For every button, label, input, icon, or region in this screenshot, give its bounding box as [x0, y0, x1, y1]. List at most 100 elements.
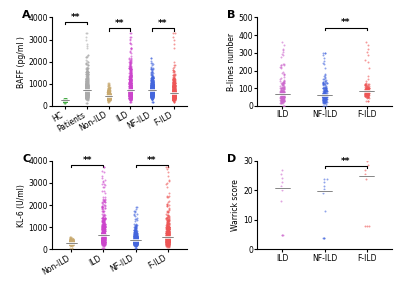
Point — [61, 98, 68, 103]
Point — [127, 65, 134, 70]
Point — [278, 96, 284, 100]
Point — [170, 93, 176, 97]
Point — [62, 97, 68, 102]
Point — [128, 93, 134, 98]
Point — [106, 95, 112, 100]
Point — [150, 76, 156, 80]
Point — [102, 206, 108, 211]
Point — [63, 98, 69, 103]
Point — [133, 236, 140, 240]
Point — [134, 240, 140, 245]
Point — [171, 92, 178, 96]
Point — [63, 98, 69, 103]
Point — [106, 92, 112, 97]
Point — [84, 74, 90, 79]
Point — [61, 98, 67, 102]
Point — [62, 98, 69, 103]
Point — [105, 93, 111, 98]
Point — [62, 98, 68, 103]
Point — [62, 98, 69, 103]
Point — [128, 94, 134, 98]
Point — [61, 98, 67, 102]
Point — [61, 98, 68, 103]
Point — [62, 98, 68, 102]
Point — [128, 95, 134, 100]
Point — [127, 91, 133, 95]
Point — [62, 98, 68, 103]
Point — [170, 85, 176, 89]
Point — [62, 98, 69, 103]
Point — [61, 98, 68, 102]
Point — [128, 90, 134, 95]
Point — [163, 236, 169, 240]
Point — [364, 89, 370, 93]
Point — [148, 88, 155, 92]
Point — [62, 98, 68, 102]
Point — [127, 83, 133, 87]
Point — [62, 98, 69, 103]
Point — [320, 176, 327, 181]
Point — [364, 224, 370, 228]
Point — [62, 98, 68, 102]
Point — [364, 92, 371, 97]
Point — [63, 98, 69, 103]
Point — [166, 213, 172, 218]
Point — [61, 98, 68, 103]
Point — [61, 98, 68, 103]
Point — [106, 97, 112, 102]
Point — [149, 89, 155, 93]
Point — [61, 98, 67, 102]
Point — [62, 98, 69, 103]
Point — [128, 95, 134, 99]
Point — [84, 89, 91, 94]
Point — [101, 223, 107, 227]
Point — [84, 92, 91, 96]
Point — [320, 82, 326, 86]
Point — [170, 93, 176, 97]
Text: **: ** — [158, 19, 168, 28]
Point — [61, 97, 68, 102]
Point — [63, 98, 69, 102]
Point — [131, 236, 137, 240]
Point — [148, 85, 155, 90]
Point — [323, 92, 330, 96]
Point — [164, 234, 170, 238]
Point — [62, 98, 68, 102]
Point — [63, 98, 69, 102]
Point — [148, 87, 155, 92]
Point — [150, 92, 156, 97]
Point — [131, 235, 137, 240]
Point — [128, 86, 134, 91]
Point — [277, 100, 284, 104]
Point — [106, 95, 112, 100]
Point — [61, 98, 68, 103]
Point — [62, 97, 68, 102]
Point — [84, 86, 90, 91]
Point — [61, 98, 68, 103]
Point — [170, 96, 176, 101]
Point — [106, 88, 112, 93]
Point — [148, 92, 154, 97]
Point — [164, 241, 170, 245]
Point — [62, 98, 68, 103]
Point — [62, 97, 68, 102]
Point — [365, 46, 371, 51]
Point — [100, 225, 106, 229]
Point — [69, 241, 75, 246]
Point — [149, 91, 156, 96]
Point — [366, 88, 372, 93]
Point — [62, 98, 69, 102]
Point — [62, 98, 68, 103]
Point — [83, 81, 90, 86]
Point — [83, 88, 89, 93]
Point — [320, 97, 326, 101]
Point — [170, 95, 177, 100]
Point — [61, 98, 67, 102]
Point — [67, 240, 73, 244]
Point — [63, 98, 69, 103]
Point — [106, 91, 112, 95]
Point — [132, 233, 139, 238]
Point — [99, 232, 105, 237]
Point — [61, 98, 67, 102]
Point — [172, 90, 178, 95]
